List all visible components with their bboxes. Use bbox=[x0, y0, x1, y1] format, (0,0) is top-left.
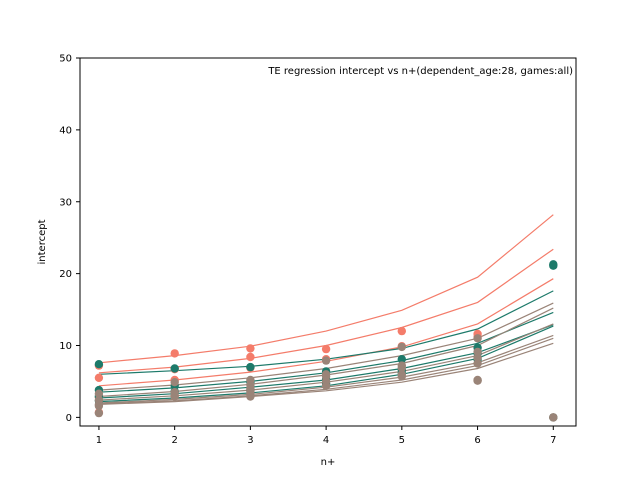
scatter-point-0-1 bbox=[94, 373, 104, 382]
y-tick-label-5: 50 bbox=[59, 54, 72, 65]
scatter-point-2-5 bbox=[170, 378, 179, 387]
x-tick-label-5: 6 bbox=[474, 435, 480, 446]
y-tick-label-4: 40 bbox=[59, 125, 72, 136]
x-tick-label-6: 7 bbox=[550, 435, 556, 446]
scatter-point-2-4 bbox=[94, 408, 104, 418]
x-tick-label-1: 2 bbox=[171, 435, 177, 446]
scatter-point-1-0 bbox=[94, 360, 104, 369]
scatter-point-2-31 bbox=[549, 413, 558, 422]
scatter-point-0-4 bbox=[170, 349, 179, 358]
x-tick-label-0: 1 bbox=[96, 435, 102, 446]
scatter-point-1-7 bbox=[246, 362, 255, 372]
y-tick-label-2: 20 bbox=[59, 269, 72, 280]
scatter-points-group bbox=[94, 260, 558, 422]
scatter-point-2-3 bbox=[94, 401, 104, 411]
x-tick-label-4: 5 bbox=[399, 435, 405, 446]
x-tick-label-3: 4 bbox=[323, 435, 329, 446]
scatter-point-2-27 bbox=[473, 353, 482, 362]
y-axis-ticks: 0 10 20 30 40 50 bbox=[59, 54, 80, 424]
scatter-point-2-14 bbox=[246, 392, 255, 401]
scatter-point-1-13 bbox=[397, 355, 406, 364]
scatter-point-2-22 bbox=[397, 363, 406, 372]
scatter-point-2-15 bbox=[321, 356, 331, 365]
scatter-point-1-20 bbox=[549, 261, 558, 270]
y-tick-label-3: 30 bbox=[59, 197, 72, 208]
y-tick-label-1: 10 bbox=[59, 341, 72, 352]
x-axis-ticks: 1 2 3 4 5 6 7 bbox=[96, 426, 556, 446]
scatter-point-2-30 bbox=[473, 376, 482, 385]
scatter-point-2-20 bbox=[397, 342, 406, 352]
fit-line-12 bbox=[98, 342, 554, 405]
scatter-point-2-24 bbox=[397, 372, 406, 381]
scatter-point-1-4 bbox=[170, 364, 179, 373]
y-tick-label-0: 0 bbox=[66, 413, 72, 424]
scatter-point-2-0 bbox=[94, 389, 104, 398]
scatter-point-2-19 bbox=[321, 381, 331, 390]
scatter-point-2-8 bbox=[170, 392, 179, 401]
x-tick-label-2: 3 bbox=[247, 435, 253, 446]
scatter-point-0-7 bbox=[246, 344, 255, 353]
plot-frame bbox=[79, 57, 577, 427]
scatter-point-2-25 bbox=[473, 334, 482, 343]
scatter-point-0-8 bbox=[246, 352, 255, 362]
scatter-point-0-12 bbox=[397, 326, 406, 336]
x-axis-label: n+ bbox=[321, 457, 336, 468]
scatter-point-0-10 bbox=[321, 344, 331, 354]
chart-title: TE regression intercept vs n+(dependent_… bbox=[267, 66, 573, 77]
y-axis-label: intercept bbox=[37, 219, 48, 264]
scatter-point-2-28 bbox=[473, 359, 482, 368]
